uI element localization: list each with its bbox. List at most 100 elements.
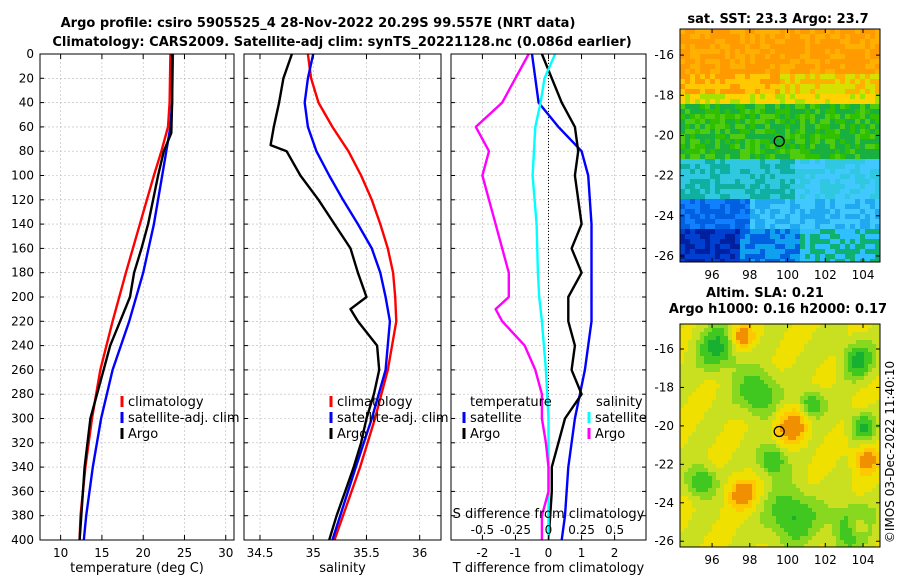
map1-cell — [860, 239, 866, 245]
map1-cell — [830, 34, 836, 40]
map1-cell — [680, 119, 686, 125]
map1-cell — [775, 114, 781, 120]
map2-cell — [812, 336, 817, 341]
map2-cell — [800, 480, 805, 485]
map2-cell — [824, 488, 829, 493]
map1-cell — [855, 54, 861, 60]
map1-cell — [700, 159, 706, 165]
map2-cell — [752, 488, 757, 493]
map2-cell — [848, 532, 853, 537]
map1-cell — [770, 49, 776, 55]
map2-cell — [744, 328, 749, 333]
map2-cell — [744, 368, 749, 373]
map1-cell — [730, 109, 736, 115]
map2-cell — [772, 340, 777, 345]
map2-cell — [804, 516, 809, 521]
map2-cell — [760, 500, 765, 505]
map1-cell — [770, 89, 776, 95]
map2-cell — [736, 436, 741, 441]
map2-cell — [824, 416, 829, 421]
map2-cell — [788, 332, 793, 337]
map2-cell — [752, 436, 757, 441]
map1-cell — [800, 49, 806, 55]
map2-cell — [780, 472, 785, 477]
map1-cell — [860, 79, 866, 85]
map2-cell — [784, 528, 789, 533]
map1-cell — [850, 209, 856, 215]
diff-series-t-satellite — [530, 53, 593, 541]
map2-cell — [824, 500, 829, 505]
map1-cell — [775, 189, 781, 195]
map2-cell — [728, 432, 733, 437]
map1-cell — [690, 249, 696, 255]
map2-cell — [768, 452, 773, 457]
map1-cell — [865, 44, 871, 50]
map2-cell — [752, 496, 757, 501]
map1-cell — [720, 69, 726, 75]
map2-cell — [808, 488, 813, 493]
map2-cell — [860, 428, 865, 433]
map2-cell — [708, 520, 713, 525]
map1-cell — [780, 259, 786, 262]
map2-cell — [700, 436, 705, 441]
map1-cell — [765, 149, 771, 155]
map2-cell — [732, 364, 737, 369]
map2-cell — [820, 496, 825, 501]
map2-cell — [816, 504, 821, 509]
map2-cell — [736, 332, 741, 337]
map1-cell — [845, 54, 851, 60]
map1-cell — [680, 239, 686, 245]
map2-cell — [872, 408, 877, 413]
map1-cell — [850, 34, 856, 40]
map1-cell — [720, 34, 726, 40]
map2-cell — [780, 444, 785, 449]
map2-cell — [712, 492, 717, 497]
map2-cell — [744, 424, 749, 429]
map1-cell — [690, 224, 696, 230]
map2-cell — [804, 484, 809, 489]
map2-cell — [840, 388, 845, 393]
map1-cells — [680, 29, 880, 262]
map1-cell — [855, 144, 861, 150]
map2-cell — [832, 324, 837, 329]
map2-cell — [804, 540, 809, 545]
map2-cell — [680, 524, 685, 529]
map2-cell — [736, 392, 741, 397]
map1-cell — [785, 54, 791, 60]
map2-cell — [776, 392, 781, 397]
map2-cell — [768, 444, 773, 449]
map2-cell — [848, 420, 853, 425]
map2-cell — [812, 396, 817, 401]
map1-cell — [825, 89, 831, 95]
map2-cell — [848, 452, 853, 457]
map2-cell — [684, 504, 689, 509]
map1-cell — [825, 74, 831, 80]
map1-cell — [810, 89, 816, 95]
map2-cell — [796, 508, 801, 513]
map1-cell — [735, 139, 741, 145]
map2-cell — [696, 520, 701, 525]
map1-cell — [680, 69, 686, 75]
map2-cell — [864, 416, 869, 421]
map1-cell — [755, 149, 761, 155]
map2-cell — [760, 532, 765, 537]
map2-cell — [852, 384, 857, 389]
map2-cell — [788, 520, 793, 525]
map2-cell — [760, 344, 765, 349]
map1-cell — [730, 209, 736, 215]
map2-cell — [776, 336, 781, 341]
map1-cell — [795, 234, 801, 240]
map1-cell — [780, 59, 786, 65]
map2-cell — [748, 496, 753, 501]
map2-cell — [744, 484, 749, 489]
map1-cell — [715, 129, 721, 135]
diff-xtick-label: -1 — [509, 546, 521, 560]
map2-cell — [776, 372, 781, 377]
map2-cell — [720, 324, 725, 329]
map2-cell — [828, 420, 833, 425]
map1-cell — [820, 184, 826, 190]
map2-cell — [780, 376, 785, 381]
map2-cell — [876, 328, 880, 333]
map1-cell — [760, 49, 766, 55]
map2-cell — [768, 396, 773, 401]
